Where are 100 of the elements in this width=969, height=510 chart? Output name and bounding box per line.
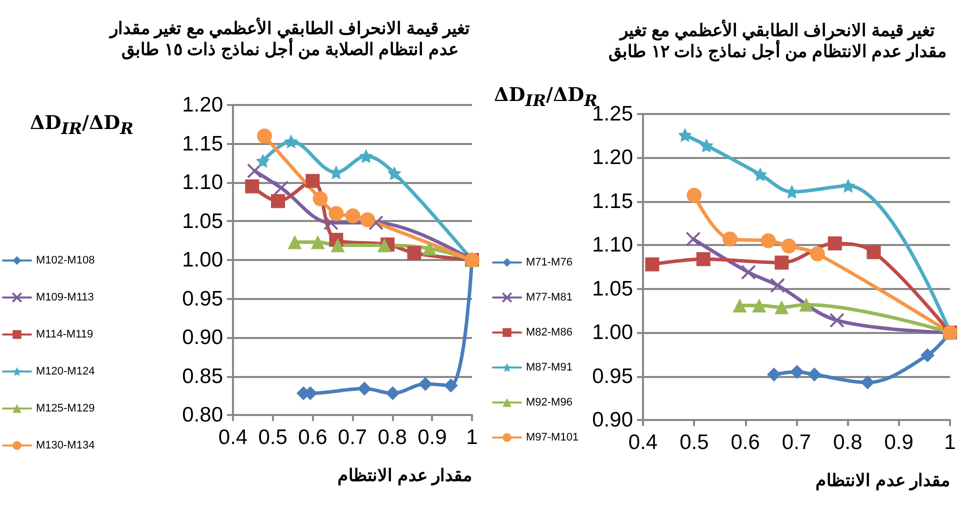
point bbox=[407, 246, 422, 260]
point bbox=[766, 368, 781, 382]
point bbox=[860, 375, 875, 390]
point bbox=[357, 382, 372, 396]
x-tick-label: 0.4 bbox=[628, 431, 658, 454]
legend-label: M97-M101 bbox=[526, 432, 579, 444]
y-tick-label: 0.95 bbox=[592, 364, 633, 388]
point bbox=[770, 278, 786, 293]
x-tick-label: 0.8 bbox=[378, 426, 407, 449]
y-tick-label: 1.00 bbox=[182, 248, 223, 272]
point bbox=[810, 246, 825, 262]
point bbox=[645, 257, 660, 272]
point bbox=[829, 312, 844, 328]
point bbox=[288, 235, 302, 250]
point bbox=[310, 235, 325, 250]
legend-label: M77-M81 bbox=[526, 292, 572, 304]
legend-label: M71-M76 bbox=[526, 256, 572, 268]
point bbox=[387, 166, 402, 180]
point bbox=[345, 208, 360, 224]
y-tick-label: 0.90 bbox=[182, 326, 223, 349]
chart-title: تغير قيمة الانحراف الطابقي الأعظمي مع تغير مقدار عدم الانتظام من أجل نماذج ذات ١٢ طابق bbox=[608, 20, 948, 62]
point bbox=[828, 236, 842, 250]
point bbox=[274, 180, 289, 196]
point bbox=[256, 128, 272, 144]
point bbox=[330, 238, 345, 252]
point bbox=[444, 378, 458, 393]
legend-label: M82-M86 bbox=[526, 326, 572, 338]
point bbox=[386, 386, 400, 400]
legend-label: M92-M96 bbox=[526, 396, 572, 408]
x-tick-label: 1 bbox=[944, 431, 956, 454]
y-tick-label: 1.00 bbox=[592, 321, 633, 344]
point bbox=[256, 154, 270, 168]
point bbox=[774, 256, 789, 270]
point bbox=[774, 300, 789, 314]
x-tick-label: 0.5 bbox=[680, 431, 709, 454]
point bbox=[686, 188, 702, 203]
y-tick-label: 1.15 bbox=[592, 190, 633, 213]
point bbox=[686, 232, 701, 247]
x-tick-label: 0.7 bbox=[782, 431, 812, 454]
point bbox=[752, 298, 766, 312]
y-tick-label: 1.05 bbox=[592, 277, 633, 300]
legend-label: M125-M129 bbox=[36, 402, 95, 414]
y-tick-label: 0.90 bbox=[592, 408, 633, 432]
point bbox=[323, 215, 338, 230]
point bbox=[799, 298, 814, 312]
point bbox=[781, 238, 796, 254]
x-tick-label: 0.4 bbox=[218, 426, 248, 449]
point bbox=[377, 238, 392, 252]
point bbox=[732, 298, 747, 312]
x-tick-label: 1 bbox=[466, 426, 478, 449]
x-tick-label: 0.6 bbox=[730, 431, 760, 454]
x-tick-label: 0.8 bbox=[833, 431, 862, 454]
legend-label: M87-M91 bbox=[526, 362, 572, 374]
point bbox=[418, 377, 432, 391]
point bbox=[271, 194, 286, 208]
y-tick-label: 1.20 bbox=[182, 94, 223, 116]
x-tick-label: 0.6 bbox=[298, 426, 328, 449]
x-tick-label: 0.7 bbox=[338, 426, 368, 449]
y-tick-label: 1.05 bbox=[182, 210, 223, 233]
point bbox=[368, 215, 384, 230]
point bbox=[359, 149, 374, 164]
point bbox=[284, 134, 298, 148]
legend-label: M120-M124 bbox=[36, 366, 95, 378]
y-tick-label: 0.95 bbox=[182, 287, 223, 310]
point bbox=[422, 241, 436, 256]
point bbox=[678, 128, 692, 142]
point bbox=[753, 167, 768, 182]
point bbox=[328, 206, 344, 221]
x-tick-label: 0.9 bbox=[884, 431, 914, 454]
point bbox=[245, 179, 260, 194]
y-tick-label: 1.15 bbox=[182, 132, 223, 156]
y-axis-title: ΔD$_{IR}$/ΔD$_{R}$ bbox=[30, 112, 134, 138]
point bbox=[740, 264, 756, 280]
point bbox=[807, 368, 822, 382]
legend-label: M114-M119 bbox=[36, 328, 94, 340]
point bbox=[312, 191, 328, 206]
point bbox=[920, 348, 934, 362]
point bbox=[790, 364, 804, 379]
x-tick-label: 0.9 bbox=[418, 426, 447, 449]
y-tick-label: 1.20 bbox=[592, 146, 633, 170]
chart-title: تغير قيمة الانحراف الطابقي الأعظمي مع تغير مقدار عدم انتظام الصلابة من أجل نماذج ذات ١٥ طابق bbox=[108, 18, 472, 60]
x-tick-label: 0.5 bbox=[258, 426, 288, 449]
legend-label: M130-M134 bbox=[36, 440, 95, 452]
point bbox=[722, 232, 738, 247]
y-tick-label: 1.10 bbox=[592, 234, 633, 257]
point bbox=[306, 174, 320, 188]
y-tick-label: 0.80 bbox=[182, 404, 223, 426]
point bbox=[360, 212, 376, 228]
point bbox=[760, 233, 776, 248]
y-tick-label: 1.10 bbox=[182, 171, 223, 194]
point bbox=[696, 252, 710, 266]
point bbox=[866, 245, 881, 260]
point bbox=[841, 178, 856, 193]
point bbox=[247, 163, 262, 178]
legend-label: M102-M108 bbox=[36, 254, 95, 266]
x-axis-title: مقدار عدم الانتظام bbox=[338, 466, 472, 486]
x-axis-title: مقدار عدم الانتظام bbox=[816, 471, 950, 491]
y-tick-label: 0.85 bbox=[182, 364, 223, 388]
legend-label: M109-M113 bbox=[36, 292, 94, 304]
point bbox=[699, 138, 714, 152]
